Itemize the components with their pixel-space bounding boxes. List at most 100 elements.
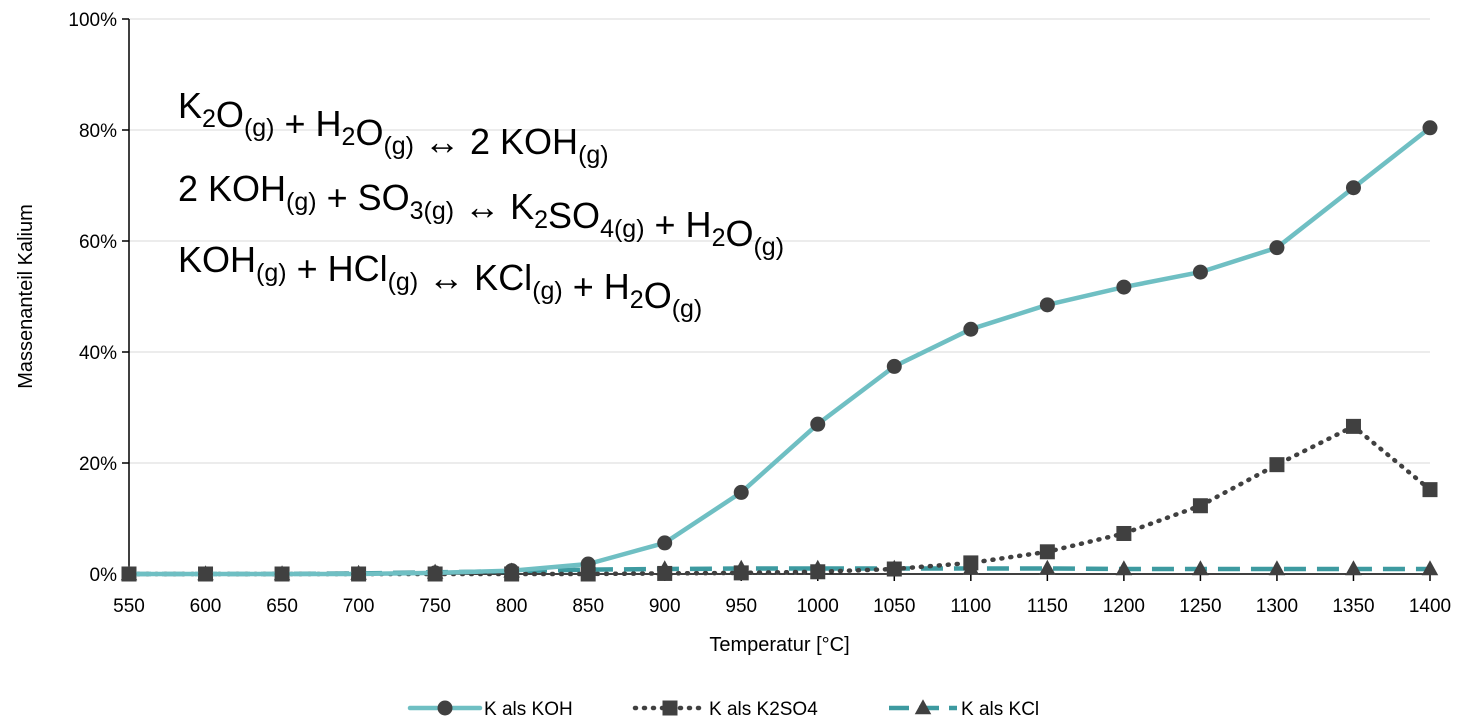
x-tick-label: 800 (496, 596, 528, 617)
data-point (1039, 559, 1056, 575)
equation-3: KOH(g) + HCl(g) ↔ KCl(g) + H2O(g) (178, 239, 702, 323)
equation-text: + HCl (287, 248, 388, 289)
equation-subscript: 2 (202, 105, 216, 133)
data-point (1192, 560, 1209, 576)
gridlines (129, 18, 1430, 464)
equation-subscript: (g) (244, 114, 275, 142)
series-k-als-k2so4 (121, 418, 1438, 582)
legend-item: K als K2SO4 (632, 699, 818, 720)
equation-subscript: (g) (256, 259, 287, 287)
data-point (963, 321, 979, 337)
equation-subscript: 3(g) (410, 197, 454, 225)
legend-swatch-marker (437, 700, 453, 716)
data-point (733, 565, 749, 581)
equation-text: 2 KOH (178, 168, 286, 209)
x-tick-label: 1100 (950, 596, 991, 617)
data-point (1192, 264, 1208, 280)
x-tick-label: 1200 (1103, 596, 1145, 617)
data-point (1039, 297, 1055, 313)
data-point (1345, 180, 1361, 196)
equation-text: O (644, 275, 672, 316)
equation-subscript: (g) (286, 188, 317, 216)
equation-text: KOH (178, 239, 256, 280)
equation-subscript: (g) (383, 132, 414, 160)
equations: K2O(g) + H2O(g) ↔ 2 KOH(g)2 KOH(g) + SO3… (178, 85, 784, 323)
equation-subscript: (g) (532, 277, 563, 305)
data-point (1422, 120, 1438, 136)
y-tick-label: 60% (79, 232, 117, 253)
data-point (963, 555, 979, 571)
equation-text: + SO (317, 177, 410, 218)
legend-swatch-marker (914, 699, 932, 715)
data-point (121, 566, 137, 582)
y-tick-label: 40% (79, 343, 117, 364)
legend-label: K als K2SO4 (709, 699, 818, 720)
equation-subscript: (g) (578, 141, 609, 169)
equation-subscript: 2 (630, 286, 644, 314)
x-tick-label: 1300 (1256, 596, 1298, 617)
data-point (1116, 525, 1132, 541)
data-point (1345, 418, 1361, 434)
x-tick-label: 700 (343, 596, 375, 617)
legend-item: K als KOH (407, 699, 573, 720)
x-tick-label: 1000 (797, 596, 839, 617)
legend-swatch-marker (662, 700, 678, 716)
data-point (886, 561, 902, 577)
legend-label: K als KOH (484, 699, 573, 720)
data-point (1269, 240, 1285, 256)
x-tick-label: 1250 (1179, 596, 1221, 617)
equation-text: + H (645, 204, 712, 245)
data-point (580, 556, 596, 572)
data-point (1192, 498, 1208, 514)
data-point (810, 416, 826, 432)
data-point (351, 566, 367, 582)
legend: K als KOH K als K2SO4 K als KCl (407, 699, 1039, 720)
legend-item: K als KCl (889, 699, 1039, 720)
data-point (1268, 560, 1286, 576)
series-line (126, 424, 1433, 577)
equation-subscript: (g) (672, 295, 703, 323)
x-tick-label: 1150 (1027, 596, 1068, 617)
legend-label: K als KCl (961, 699, 1039, 720)
equation-subscript: 2 (342, 123, 356, 151)
equation-subscript: 4(g) (600, 215, 644, 243)
x-tick-label: 1400 (1409, 596, 1451, 617)
data-point (1039, 544, 1055, 560)
data-point (886, 358, 902, 374)
equation-subscript: (g) (388, 268, 419, 296)
y-axis-title: Massenanteil Kalium (15, 204, 37, 389)
equation-text: ↔ KCl (418, 257, 532, 298)
data-point (1115, 560, 1133, 576)
data-point (198, 566, 214, 582)
equation-text: ↔ 2 KOH (414, 121, 578, 162)
data-point (657, 535, 673, 551)
equation-subscript: 2 (534, 206, 548, 234)
data-point (504, 563, 520, 579)
equation-text: O (725, 213, 753, 254)
series-k-als-koh (121, 120, 1438, 582)
x-tick-label: 900 (649, 596, 681, 617)
x-tick-label: 950 (725, 596, 757, 617)
data-point (1422, 482, 1438, 498)
equation-text: SO (548, 195, 600, 236)
equation-2: 2 KOH(g) + SO3(g) ↔ K2SO4(g) + H2O(g) (178, 168, 784, 261)
equation-text: + H (275, 103, 342, 144)
equation-text: O (355, 112, 383, 153)
y-tick-label: 0% (90, 565, 118, 586)
equation-text: K (178, 85, 202, 126)
data-point (733, 484, 749, 500)
data-point (1345, 560, 1362, 576)
equation-text: O (216, 94, 244, 135)
data-point (274, 566, 290, 582)
equation-subscript: 2 (712, 224, 726, 252)
equation-text: + H (563, 266, 630, 307)
data-point (1116, 279, 1132, 295)
x-tick-label: 1050 (873, 596, 915, 617)
x-tick-label: 600 (190, 596, 222, 617)
x-tick-label: 1350 (1332, 596, 1374, 617)
axes: 0% 20% 40% 60% 80% 100% 550 600 650 700 750 800 850 9… (15, 10, 1451, 656)
x-tick-label: 850 (572, 596, 604, 617)
x-tick-label: 750 (419, 596, 451, 617)
y-tick-label: 80% (79, 121, 117, 142)
